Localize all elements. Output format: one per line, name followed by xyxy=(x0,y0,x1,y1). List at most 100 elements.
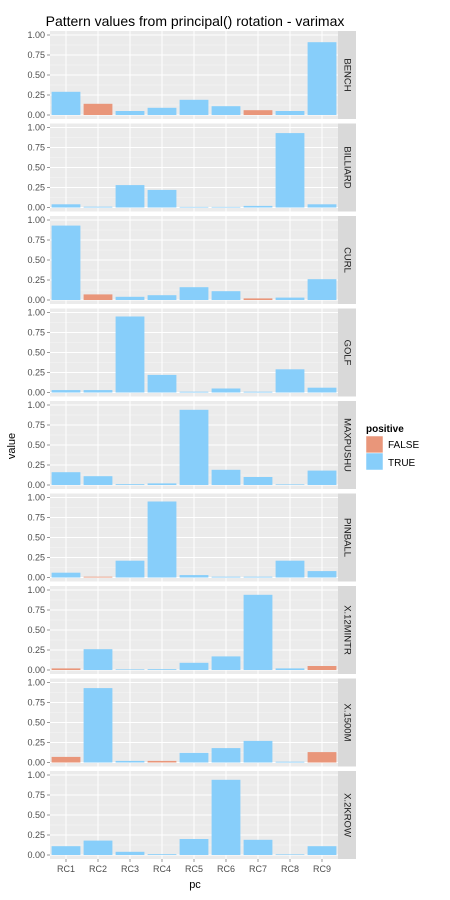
y-tick-label: 0.00 xyxy=(27,850,45,860)
legend-title: positive xyxy=(366,424,404,435)
bar xyxy=(115,560,145,578)
bar xyxy=(51,756,81,763)
bar xyxy=(243,839,273,855)
bar xyxy=(211,469,241,485)
bar xyxy=(51,472,81,485)
bar xyxy=(243,594,273,670)
bar xyxy=(147,189,177,208)
bar xyxy=(83,840,113,855)
x-tick-label: RC3 xyxy=(121,864,139,874)
bar xyxy=(83,649,113,670)
bar xyxy=(211,291,241,300)
bar xyxy=(211,656,241,670)
bar xyxy=(147,107,177,115)
bar xyxy=(51,225,81,300)
bar xyxy=(243,576,273,578)
x-tick-label: RC4 xyxy=(153,864,171,874)
bar xyxy=(243,477,273,485)
bar xyxy=(307,666,337,670)
bar xyxy=(211,748,241,763)
y-tick-label: 0.25 xyxy=(27,275,45,285)
bar xyxy=(115,851,145,855)
x-tick-label: RC2 xyxy=(89,864,107,874)
y-tick-label: 0.00 xyxy=(27,110,45,120)
y-tick-label: 0.25 xyxy=(27,645,45,655)
bar xyxy=(275,761,305,763)
y-tick-label: 0.25 xyxy=(27,738,45,748)
y-tick-label: 0.75 xyxy=(27,698,45,708)
facet-strip xyxy=(338,771,356,859)
x-tick-label: RC8 xyxy=(281,864,299,874)
bar xyxy=(51,204,81,208)
bar xyxy=(147,854,177,855)
bar xyxy=(243,205,273,208)
facet-strip xyxy=(338,678,356,767)
bar xyxy=(51,91,81,115)
y-tick-label: 0.50 xyxy=(27,533,45,543)
bar xyxy=(51,668,81,670)
y-tick-label: 1.00 xyxy=(27,585,45,595)
facet-panels: 0.00 0.25 0.50 0.75 1.00 BENCH 0.00 0.25 0.50 0.7… xyxy=(27,30,356,874)
facet-label: BENCH xyxy=(342,58,353,91)
x-tick-label: RC7 xyxy=(249,864,267,874)
facet-label: BILLIARD xyxy=(342,146,353,188)
bar xyxy=(147,501,177,578)
bar xyxy=(211,779,241,855)
y-tick-label: 0.75 xyxy=(27,235,45,245)
legend-key-false xyxy=(365,435,384,454)
bar xyxy=(83,103,113,115)
bar xyxy=(51,846,81,855)
bar xyxy=(179,99,209,115)
facet-label: X.12MINTR xyxy=(342,605,353,655)
bar xyxy=(243,110,273,115)
y-tick-label: 1.00 xyxy=(27,770,45,780)
bar xyxy=(275,484,305,485)
y-tick-label: 0.50 xyxy=(27,70,45,80)
x-tick-label: RC9 xyxy=(313,864,331,874)
y-tick-label: 0.75 xyxy=(27,50,45,60)
bar xyxy=(51,572,81,578)
y-tick-label: 0.25 xyxy=(27,460,45,470)
bar xyxy=(83,576,113,578)
bar xyxy=(307,387,337,393)
y-tick-label: 0.25 xyxy=(27,368,45,378)
bar xyxy=(179,409,209,485)
bar xyxy=(275,560,305,578)
legend-key-true xyxy=(365,452,384,471)
x-tick-label: RC5 xyxy=(185,864,203,874)
bar xyxy=(115,669,145,670)
bar xyxy=(211,206,241,208)
y-tick-label: 0.50 xyxy=(27,810,45,820)
y-tick-label: 0.25 xyxy=(27,90,45,100)
bar xyxy=(275,111,305,115)
bar xyxy=(275,369,305,393)
facet-label: PINBALL xyxy=(342,518,353,557)
chart-title: Pattern values from principal() rotation… xyxy=(46,13,345,29)
y-axis-title: value xyxy=(6,433,18,459)
y-tick-label: 1.00 xyxy=(27,123,45,133)
bar xyxy=(179,206,209,208)
y-tick-label: 0.75 xyxy=(27,513,45,523)
y-tick-label: 0.75 xyxy=(27,605,45,615)
bar xyxy=(275,133,305,208)
bar xyxy=(179,391,209,393)
x-axis-title: pc xyxy=(189,879,201,891)
y-tick-label: 0.00 xyxy=(27,758,45,768)
y-tick-label: 0.00 xyxy=(27,480,45,490)
y-tick-label: 0.25 xyxy=(27,183,45,193)
bar xyxy=(243,391,273,393)
facet-label: MAXPUSHU xyxy=(342,418,353,472)
y-tick-label: 0.25 xyxy=(27,830,45,840)
y-tick-label: 1.00 xyxy=(27,400,45,410)
bar xyxy=(307,204,337,208)
bar xyxy=(115,484,145,485)
bar xyxy=(147,483,177,485)
bar xyxy=(115,111,145,115)
facet-strip xyxy=(338,308,356,397)
bar xyxy=(115,185,145,208)
y-tick-label: 0.00 xyxy=(27,665,45,675)
bar xyxy=(307,279,337,300)
y-tick-label: 0.75 xyxy=(27,420,45,430)
y-tick-label: 0.50 xyxy=(27,440,45,450)
y-tick-label: 1.00 xyxy=(27,30,45,40)
